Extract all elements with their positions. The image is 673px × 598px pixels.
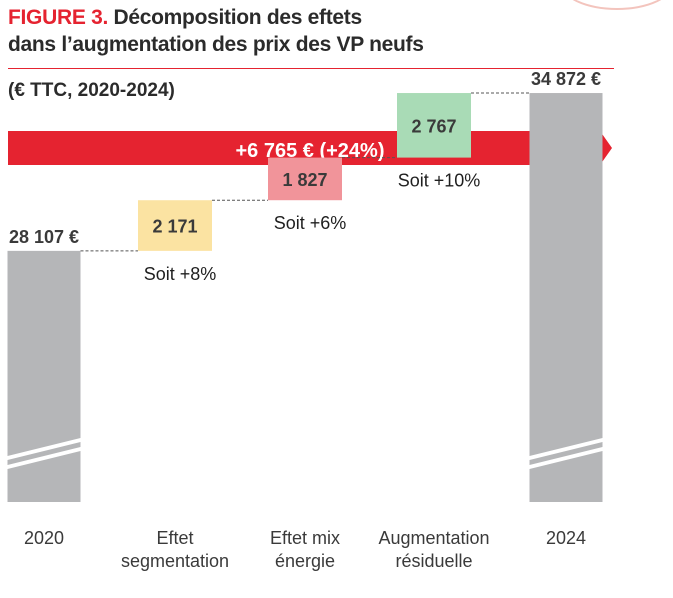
labels-group: 28 107 € 2 171 Soit +8% 1 827 Soit +6% 2 767 S… <box>9 69 601 284</box>
value-label-eftet-segmentation: 2 171 <box>152 217 197 237</box>
x-label-augmentation-résiduelle: résiduelle <box>395 551 472 571</box>
x-label-eftet-segmentation: segmentation <box>121 551 229 571</box>
title-line-1: Décomposition des eftets <box>113 6 363 29</box>
chart-title: FIGURE 3. Décomposition des eftets dans … <box>8 4 618 58</box>
bar-eftet-segmentation <box>138 200 212 251</box>
x-label-2024: 2024 <box>546 528 586 548</box>
value-label-2024: 34 872 € <box>531 69 601 89</box>
title-divider <box>8 68 614 69</box>
share-label-eftet-mix-énergie: Soit +6% <box>274 213 347 233</box>
x-label-2020: 2020 <box>24 528 64 548</box>
value-label-augmentation-résiduelle: 2 767 <box>411 116 456 136</box>
x-label-eftet-mix-énergie: Eftet mix <box>270 528 340 548</box>
axis-break-stripe <box>7 438 81 460</box>
bars-group <box>7 93 603 502</box>
bar-2020 <box>7 250 81 502</box>
figure-label: FIGURE 3. <box>8 6 108 29</box>
x-label-eftet-mix-énergie: énergie <box>275 551 335 571</box>
title-line-2: dans l’augmentation des prix des VP neuf… <box>8 33 424 56</box>
chart-subtitle: (€ TTC, 2020-2024) <box>8 80 175 101</box>
axis-break-stripe <box>7 447 81 469</box>
x-axis-labels: 2020 Eftet segmentation Eftet mix énergie Aug… <box>24 528 586 571</box>
axis-break-stripe <box>529 447 603 469</box>
share-label-eftet-segmentation: Soit +8% <box>144 264 217 284</box>
x-label-augmentation-résiduelle: Augmentation <box>378 528 489 548</box>
connector-lines <box>80 92 530 252</box>
value-label-2020: 28 107 € <box>9 227 79 247</box>
axis-break-stripe <box>529 438 603 460</box>
bar-eftet-mix-énergie <box>268 157 342 201</box>
share-label-augmentation-résiduelle: Soit +10% <box>398 171 481 191</box>
value-label-eftet-mix-énergie: 1 827 <box>282 170 327 190</box>
total-change-label: +6 765 € (+24%) <box>236 140 385 162</box>
x-label-eftet-segmentation: Eftet <box>156 528 193 548</box>
bar-augmentation-résiduelle <box>397 93 471 158</box>
bar-2024 <box>529 93 603 502</box>
